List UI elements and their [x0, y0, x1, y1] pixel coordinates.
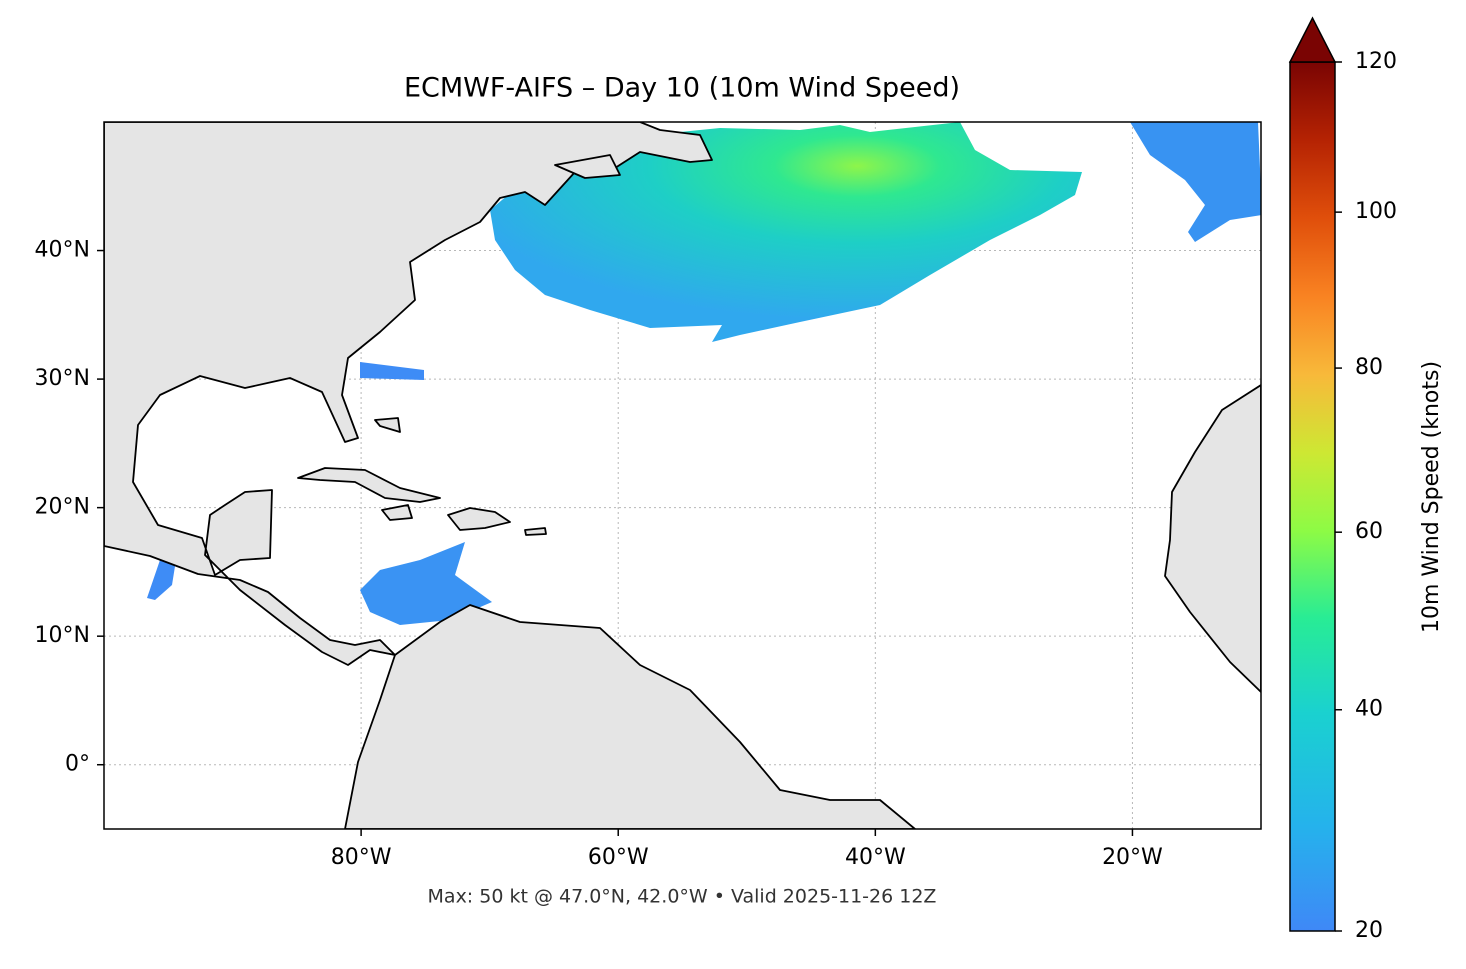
island — [374, 417, 401, 433]
colorbar-axis: 20 40 60 80 100 120 — [1335, 49, 1397, 943]
wind-area — [360, 542, 492, 625]
y-tick-label: 0° — [65, 752, 90, 777]
island — [381, 504, 413, 521]
axes: 80°W 60°W 40°W 20°W 0° 10°N 20°N 30°N 40°N — [35, 238, 1164, 870]
colorbar-tick-label: 40 — [1355, 697, 1383, 722]
colorbar-tick-label: 20 — [1355, 918, 1383, 943]
island — [524, 527, 547, 536]
wind-area — [1130, 122, 1261, 242]
land — [1164, 384, 1261, 693]
colorbar-tick-label: 100 — [1355, 199, 1397, 224]
x-tick-label: 20°W — [1102, 845, 1163, 870]
colorbar — [1289, 61, 1336, 932]
y-tick-label: 20°N — [35, 495, 90, 520]
land — [344, 604, 916, 829]
plot-area — [104, 122, 1261, 829]
island — [297, 467, 441, 503]
colorbar-tick-label: 60 — [1355, 519, 1383, 544]
x-tick-label: 60°W — [588, 845, 649, 870]
y-tick-label: 30°N — [35, 366, 90, 391]
map-title: ECMWF-AIFS – Day 10 (10m Wind Speed) — [404, 73, 960, 104]
map-note: Max: 50 kt @ 47.0°N, 42.0°W • Valid 2025… — [428, 886, 937, 908]
wind-area — [490, 122, 1082, 342]
island — [554, 154, 621, 179]
colorbar-tick-label: 80 — [1355, 355, 1383, 380]
x-tick-label: 40°W — [845, 845, 906, 870]
colorbar-tick-label: 120 — [1355, 49, 1397, 74]
y-tick-label: 10°N — [35, 623, 90, 648]
colorbar-label: 10m Wind Speed (knots) — [1419, 361, 1444, 633]
x-tick-label: 80°W — [331, 845, 392, 870]
y-tick-label: 40°N — [35, 238, 90, 263]
plot-frame — [103, 121, 1262, 830]
wind-area — [147, 560, 176, 600]
colorbar-extend — [1288, 16, 1337, 63]
island — [447, 507, 511, 531]
wind-area — [360, 362, 424, 380]
